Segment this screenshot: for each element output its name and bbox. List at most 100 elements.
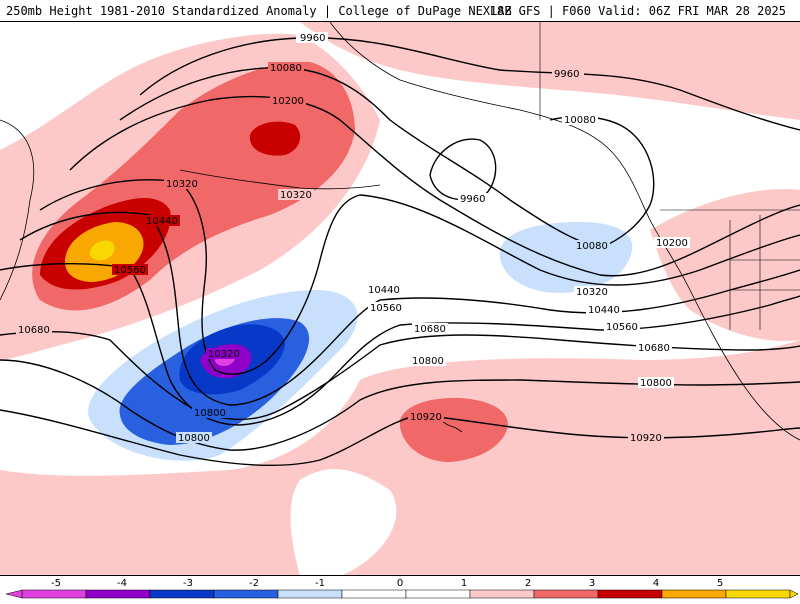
colorbar-max-arrow xyxy=(789,589,799,599)
contour-label: 10320 xyxy=(280,190,312,201)
contour-label: 9960 xyxy=(554,69,579,80)
colorbar-swatch xyxy=(405,589,471,599)
contour-label: 9960 xyxy=(300,33,325,44)
map-panel: 9960 9960 9960 10080 10080 10080 10200 1… xyxy=(0,22,800,576)
contour-10200 xyxy=(69,95,800,277)
contour-label: 10920 xyxy=(410,412,442,423)
label-bg xyxy=(176,432,212,443)
colorbar-swatch xyxy=(469,589,535,599)
colorbar-swatches xyxy=(5,589,799,599)
colorbar-tick: 3 xyxy=(589,578,595,589)
contour-label: 10320 xyxy=(166,179,198,190)
label-bg xyxy=(270,95,306,106)
contour-label: 10200 xyxy=(272,96,304,107)
label-bg xyxy=(586,304,622,315)
contour-label: 10200 xyxy=(656,238,688,249)
label-bg xyxy=(192,407,228,418)
contour-label: 10080 xyxy=(270,63,302,74)
contour-label: 10320 xyxy=(208,349,240,360)
colorbar-tick: 1 xyxy=(461,578,467,589)
coast-hawaii xyxy=(439,419,463,433)
coast-kamchatka xyxy=(0,119,35,301)
colorbar-svg: -5 -4 -3 -2 -1 0 1 2 3 4 5 xyxy=(5,578,799,599)
anomaly-white-hole-south xyxy=(290,469,397,575)
label-bg xyxy=(412,323,448,334)
contour-label: 10680 xyxy=(18,325,50,336)
colorbar-tick: -5 xyxy=(51,578,61,589)
colorbar-tick-labels: -5 -4 -3 -2 -1 0 1 2 3 4 5 xyxy=(51,578,723,589)
colorbar-swatch xyxy=(597,589,663,599)
contour-9960-closed xyxy=(429,138,497,201)
label-bg xyxy=(296,32,328,43)
contour-10680 xyxy=(0,331,800,421)
colorbar-tick: 5 xyxy=(717,578,723,589)
borders xyxy=(539,22,800,330)
colorbar-tick: -1 xyxy=(315,578,325,589)
anomaly-light-pink-north xyxy=(300,22,800,120)
colorbar-swatch xyxy=(85,589,151,599)
contour-label: 9960 xyxy=(460,194,485,205)
coast-aleutians xyxy=(179,169,381,190)
colorbar-swatch xyxy=(149,589,215,599)
colorbar-tick: -4 xyxy=(117,578,127,589)
colorbar-swatch xyxy=(661,589,727,599)
height-contours xyxy=(0,37,800,467)
colorbar-tick: -2 xyxy=(249,578,259,589)
contour-label: 10320 xyxy=(576,287,608,298)
colorbar-swatch xyxy=(533,589,599,599)
contour-label: 10800 xyxy=(640,378,672,389)
contour-10560 xyxy=(0,263,800,426)
label-bg xyxy=(654,237,690,248)
label-bg xyxy=(628,432,664,443)
product-title: 250mb Height 1981-2010 Standardized Anom… xyxy=(6,4,512,18)
label-bg xyxy=(458,193,490,204)
contour-label: 10680 xyxy=(414,324,446,335)
contour-label: 10800 xyxy=(194,408,226,419)
contour-label: 10080 xyxy=(576,241,608,252)
valid-time-label: 18Z GFS | F060 Valid: 06Z FRI MAR 28 202… xyxy=(489,4,786,18)
label-bg xyxy=(144,215,180,226)
colorbar-swatch xyxy=(725,589,791,599)
colorbar-tick: -3 xyxy=(183,578,193,589)
label-bg xyxy=(112,264,148,275)
contour-label: 10440 xyxy=(368,285,400,296)
label-bg xyxy=(164,178,200,189)
label-bg xyxy=(574,286,610,297)
label-bg xyxy=(368,302,404,313)
colorbar-swatch xyxy=(213,589,279,599)
label-bg xyxy=(604,321,640,332)
contour-label: 10560 xyxy=(370,303,402,314)
colorbar-tick: 0 xyxy=(397,578,403,589)
anomaly-yellow-core xyxy=(89,240,115,261)
contour-label: 10440 xyxy=(588,305,620,316)
anomaly-map: 9960 9960 9960 10080 10080 10080 10200 1… xyxy=(0,22,800,575)
anomaly-light-pink-south xyxy=(0,340,800,575)
anomaly-light-blue-east xyxy=(499,222,633,293)
contour-10440 xyxy=(19,211,800,406)
label-bg xyxy=(268,62,304,73)
contour-label: 10560 xyxy=(606,322,638,333)
coast-north-america xyxy=(649,219,800,441)
colorbar-min-arrow xyxy=(5,589,23,599)
label-bg xyxy=(408,411,444,422)
anomaly-shading xyxy=(0,22,800,575)
colorbar-swatch xyxy=(341,589,407,599)
coast-alaska xyxy=(329,22,651,221)
contour-label: 10560 xyxy=(114,265,146,276)
coastlines xyxy=(0,22,800,441)
contour-9960-north xyxy=(139,37,800,131)
label-bg xyxy=(278,189,314,200)
label-bg xyxy=(410,355,446,366)
contour-label: 10800 xyxy=(412,356,444,367)
contour-10800 xyxy=(0,359,800,451)
label-bg xyxy=(16,324,52,335)
colorbar-swatch xyxy=(21,589,87,599)
colorbar-tick: 2 xyxy=(525,578,531,589)
contour-label: 10680 xyxy=(638,343,670,354)
colorbar: -5 -4 -3 -2 -1 0 1 2 3 4 5 xyxy=(0,576,800,600)
anomaly-light-pink-east xyxy=(650,189,800,341)
title-bar: 250mb Height 1981-2010 Standardized Anom… xyxy=(0,0,800,22)
contour-10320-west xyxy=(39,179,800,375)
contour-label: 10920 xyxy=(630,433,662,444)
contour-label: 10440 xyxy=(146,216,178,227)
